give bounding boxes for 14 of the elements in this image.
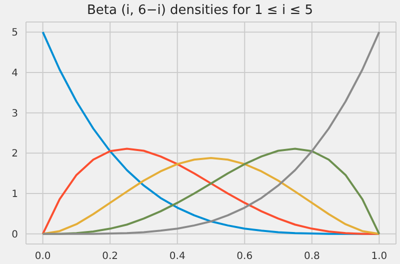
line-series	[42, 31, 380, 235]
chart-title: Beta (i, 6−i) densities for 1 ≤ i ≤ 5	[86, 3, 314, 18]
x-tick-label: 0.6	[236, 251, 253, 262]
y-tick-label: 4	[12, 68, 18, 80]
y-tick-label: 5	[12, 28, 18, 39]
x-tick-label: 0.2	[102, 251, 118, 262]
x-tick-label: 0.8	[304, 251, 320, 262]
y-tick-label: 1	[12, 189, 18, 200]
y-tick-label: 3	[12, 108, 18, 120]
x-tick-label: 0.4	[169, 251, 186, 262]
y-tick-label: 0	[12, 229, 18, 240]
x-tick-label: 1.0	[371, 251, 388, 262]
x-tick-label: 0.0	[34, 251, 51, 262]
y-tick-label: 2	[12, 148, 18, 160]
